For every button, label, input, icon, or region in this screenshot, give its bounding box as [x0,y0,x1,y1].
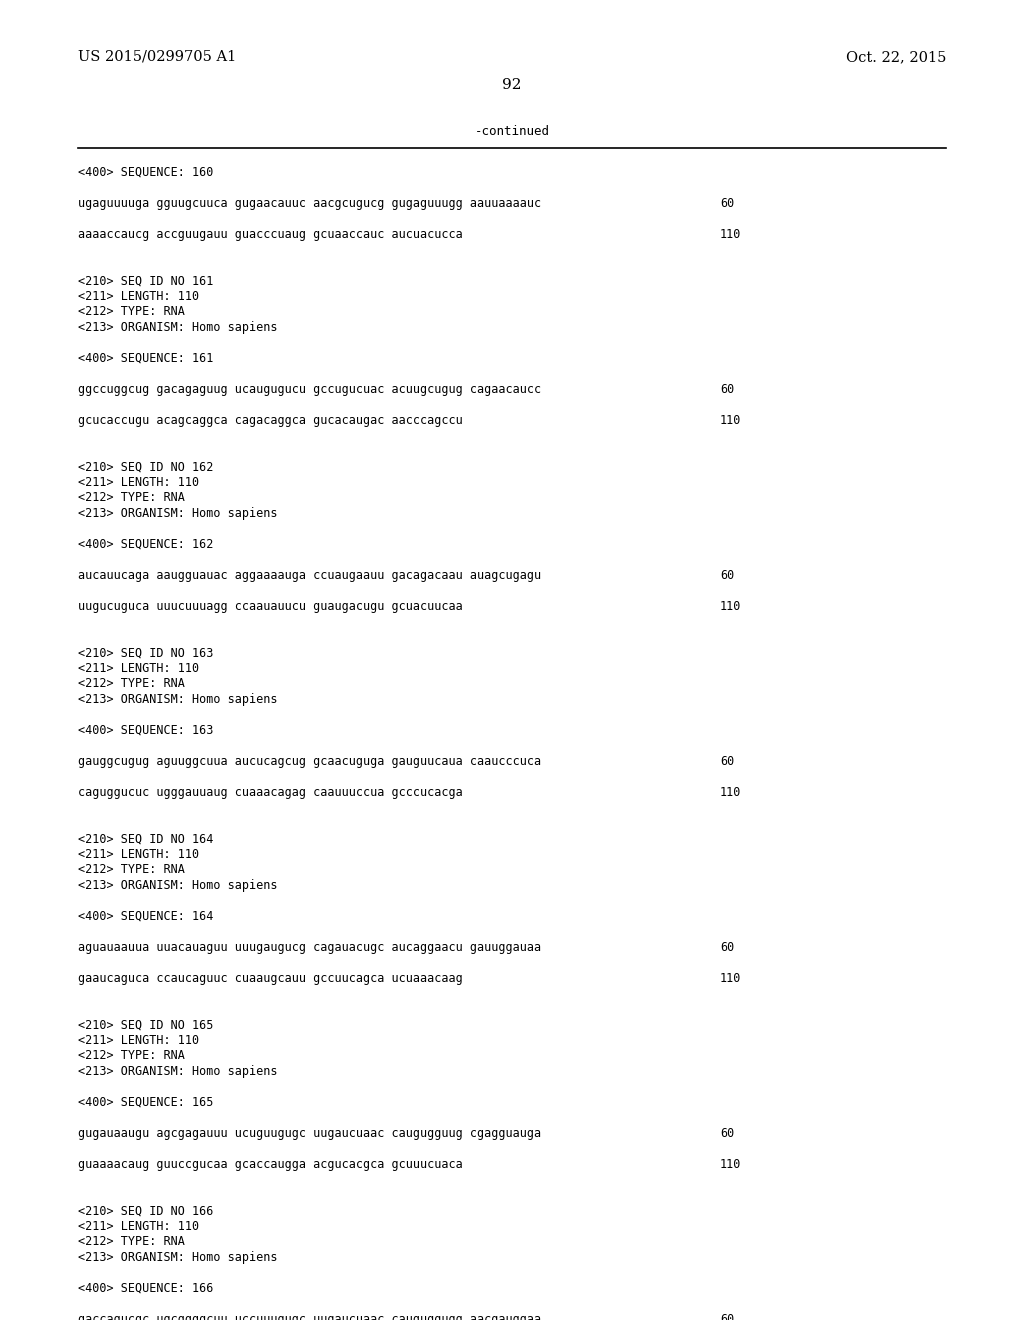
Text: <210> SEQ ID NO 164: <210> SEQ ID NO 164 [78,833,213,846]
Text: aguauaauua uuacauaguu uuugaugucg cagauacugc aucaggaacu gauuggauaa: aguauaauua uuacauaguu uuugaugucg cagauac… [78,941,541,954]
Text: <213> ORGANISM: Homo sapiens: <213> ORGANISM: Homo sapiens [78,1065,278,1078]
Text: <213> ORGANISM: Homo sapiens: <213> ORGANISM: Homo sapiens [78,507,278,520]
Text: <213> ORGANISM: Homo sapiens: <213> ORGANISM: Homo sapiens [78,693,278,706]
Text: 92: 92 [502,78,522,92]
Text: 60: 60 [720,197,734,210]
Text: <210> SEQ ID NO 166: <210> SEQ ID NO 166 [78,1204,213,1217]
Text: <400> SEQUENCE: 162: <400> SEQUENCE: 162 [78,539,213,550]
Text: <212> TYPE: RNA: <212> TYPE: RNA [78,305,185,318]
Text: gaaucaguca ccaucaguuc cuaaugcauu gccuucagca ucuaaacaag: gaaucaguca ccaucaguuc cuaaugcauu gccuuca… [78,972,463,985]
Text: Oct. 22, 2015: Oct. 22, 2015 [846,50,946,63]
Text: <211> LENGTH: 110: <211> LENGTH: 110 [78,847,199,861]
Text: -continued: -continued [474,125,550,139]
Text: <210> SEQ ID NO 161: <210> SEQ ID NO 161 [78,275,213,288]
Text: <400> SEQUENCE: 164: <400> SEQUENCE: 164 [78,909,213,923]
Text: 60: 60 [720,569,734,582]
Text: <400> SEQUENCE: 165: <400> SEQUENCE: 165 [78,1096,213,1109]
Text: 110: 110 [720,414,741,426]
Text: <212> TYPE: RNA: <212> TYPE: RNA [78,677,185,690]
Text: aaaaccaucg accguugauu guacccuaug gcuaaccauc aucuacucca: aaaaccaucg accguugauu guacccuaug gcuaacc… [78,228,463,242]
Text: gcucaccugu acagcaggca cagacaggca gucacaugac aacccagccu: gcucaccugu acagcaggca cagacaggca gucacau… [78,414,463,426]
Text: 60: 60 [720,1127,734,1140]
Text: <400> SEQUENCE: 160: <400> SEQUENCE: 160 [78,166,213,180]
Text: gugauaaugu agcgagauuu ucuguugugc uugaucuaac caugugguug cgagguauga: gugauaaugu agcgagauuu ucuguugugc uugaucu… [78,1127,541,1140]
Text: gaccagucgc ugcggggcuu uccuuugugc uugaucuaac cauguggugg aacgauggaa: gaccagucgc ugcggggcuu uccuuugugc uugaucu… [78,1313,541,1320]
Text: <400> SEQUENCE: 161: <400> SEQUENCE: 161 [78,352,213,366]
Text: 110: 110 [720,785,741,799]
Text: guaaaacaug guuccgucaa gcaccaugga acgucacgca gcuuucuaca: guaaaacaug guuccgucaa gcaccaugga acgucac… [78,1158,463,1171]
Text: <210> SEQ ID NO 165: <210> SEQ ID NO 165 [78,1019,213,1031]
Text: <400> SEQUENCE: 163: <400> SEQUENCE: 163 [78,723,213,737]
Text: uugucuguca uuucuuuagg ccaauauucu guaugacugu gcuacuucaa: uugucuguca uuucuuuagg ccaauauucu guaugac… [78,601,463,612]
Text: 110: 110 [720,1158,741,1171]
Text: ggccuggcug gacagaguug ucaugugucu gccugucuac acuugcugug cagaacaucc: ggccuggcug gacagaguug ucaugugucu gccuguc… [78,383,541,396]
Text: 60: 60 [720,1313,734,1320]
Text: aucauucaga aaugguauac aggaaaauga ccuaugaauu gacagacaau auagcugagu: aucauucaga aaugguauac aggaaaauga ccuauga… [78,569,541,582]
Text: <212> TYPE: RNA: <212> TYPE: RNA [78,1049,185,1063]
Text: <211> LENGTH: 110: <211> LENGTH: 110 [78,1220,199,1233]
Text: <213> ORGANISM: Homo sapiens: <213> ORGANISM: Homo sapiens [78,1251,278,1265]
Text: <400> SEQUENCE: 166: <400> SEQUENCE: 166 [78,1282,213,1295]
Text: <213> ORGANISM: Homo sapiens: <213> ORGANISM: Homo sapiens [78,879,278,892]
Text: 110: 110 [720,972,741,985]
Text: US 2015/0299705 A1: US 2015/0299705 A1 [78,50,237,63]
Text: <211> LENGTH: 110: <211> LENGTH: 110 [78,663,199,675]
Text: 110: 110 [720,228,741,242]
Text: 60: 60 [720,383,734,396]
Text: caguggucuc ugggauuaug cuaaacagag caauuuccua gcccucacga: caguggucuc ugggauuaug cuaaacagag caauuuc… [78,785,463,799]
Text: <211> LENGTH: 110: <211> LENGTH: 110 [78,477,199,488]
Text: <212> TYPE: RNA: <212> TYPE: RNA [78,491,185,504]
Text: <211> LENGTH: 110: <211> LENGTH: 110 [78,290,199,304]
Text: <210> SEQ ID NO 162: <210> SEQ ID NO 162 [78,461,213,474]
Text: gauggcugug aguuggcuua aucucagcug gcaacuguga gauguucaua caaucccuca: gauggcugug aguuggcuua aucucagcug gcaacug… [78,755,541,768]
Text: 60: 60 [720,941,734,954]
Text: <212> TYPE: RNA: <212> TYPE: RNA [78,1236,185,1249]
Text: <212> TYPE: RNA: <212> TYPE: RNA [78,863,185,876]
Text: ugaguuuuga gguugcuuca gugaacauuc aacgcugucg gugaguuugg aauuaaaauc: ugaguuuuga gguugcuuca gugaacauuc aacgcug… [78,197,541,210]
Text: 110: 110 [720,601,741,612]
Text: <210> SEQ ID NO 163: <210> SEQ ID NO 163 [78,647,213,660]
Text: <213> ORGANISM: Homo sapiens: <213> ORGANISM: Homo sapiens [78,321,278,334]
Text: <211> LENGTH: 110: <211> LENGTH: 110 [78,1034,199,1047]
Text: 60: 60 [720,755,734,768]
